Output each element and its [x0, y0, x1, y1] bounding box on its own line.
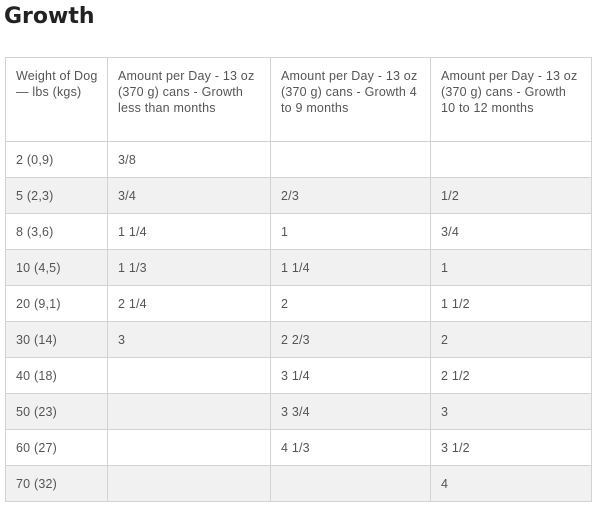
cell-growth-4-to-9	[270, 141, 431, 178]
table-row: 2 (0,9) 3/8	[5, 141, 592, 178]
cell-growth-less-than: 3/8	[107, 141, 271, 178]
cell-weight: 50 (23)	[5, 393, 108, 430]
header-growth-4-to-9: Amount per Day - 13 oz (370 g) cans - Gr…	[270, 57, 431, 142]
header-growth-less-than: Amount per Day - 13 oz (370 g) cans - Gr…	[107, 57, 271, 142]
header-row: Weight of Dog — lbs (kgs) Amount per Day…	[5, 57, 592, 142]
cell-growth-less-than: 3	[107, 321, 271, 358]
cell-growth-10-to-12: 3 1/2	[430, 429, 592, 466]
cell-growth-10-to-12: 2	[430, 321, 592, 358]
cell-weight: 30 (14)	[5, 321, 108, 358]
cell-growth-10-to-12: 1/2	[430, 177, 592, 214]
cell-growth-10-to-12: 1 1/2	[430, 285, 592, 322]
header-weight: Weight of Dog — lbs (kgs)	[5, 57, 108, 142]
table-row: 10 (4,5) 1 1/3 1 1/4 1	[5, 249, 592, 286]
cell-weight: 70 (32)	[5, 465, 108, 502]
table-row: 70 (32) 4	[5, 465, 592, 502]
cell-growth-10-to-12: 3	[430, 393, 592, 430]
cell-weight: 2 (0,9)	[5, 141, 108, 178]
cell-weight: 5 (2,3)	[5, 177, 108, 214]
cell-growth-4-to-9: 2 2/3	[270, 321, 431, 358]
cell-growth-less-than: 3/4	[107, 177, 271, 214]
table-body: 2 (0,9) 3/8 5 (2,3) 3/4 2/3 1/2 8 (3,6) …	[5, 141, 592, 502]
header-growth-10-to-12: Amount per Day - 13 oz (370 g) cans - Gr…	[430, 57, 592, 142]
cell-growth-4-to-9: 2	[270, 285, 431, 322]
page-title: Growth	[4, 4, 95, 29]
cell-growth-4-to-9: 3 1/4	[270, 357, 431, 394]
cell-growth-4-to-9: 1 1/4	[270, 249, 431, 286]
table-row: 40 (18) 3 1/4 2 1/2	[5, 357, 592, 394]
cell-growth-less-than	[107, 357, 271, 394]
cell-growth-less-than	[107, 429, 271, 466]
table-row: 30 (14) 3 2 2/3 2	[5, 321, 592, 358]
cell-growth-4-to-9	[270, 465, 431, 502]
cell-growth-4-to-9: 3 3/4	[270, 393, 431, 430]
cell-growth-less-than: 1 1/4	[107, 213, 271, 250]
table-row: 5 (2,3) 3/4 2/3 1/2	[5, 177, 592, 214]
cell-weight: 20 (9,1)	[5, 285, 108, 322]
cell-growth-10-to-12: 3/4	[430, 213, 592, 250]
cell-weight: 8 (3,6)	[5, 213, 108, 250]
cell-weight: 10 (4,5)	[5, 249, 108, 286]
cell-growth-4-to-9: 4 1/3	[270, 429, 431, 466]
cell-growth-less-than	[107, 393, 271, 430]
cell-weight: 40 (18)	[5, 357, 108, 394]
cell-growth-less-than: 1 1/3	[107, 249, 271, 286]
cell-growth-10-to-12: 2 1/2	[430, 357, 592, 394]
cell-growth-10-to-12: 4	[430, 465, 592, 502]
cell-growth-less-than: 2 1/4	[107, 285, 271, 322]
cell-growth-4-to-9: 2/3	[270, 177, 431, 214]
cell-growth-10-to-12: 1	[430, 249, 592, 286]
cell-weight: 60 (27)	[5, 429, 108, 466]
table-row: 8 (3,6) 1 1/4 1 3/4	[5, 213, 592, 250]
table-row: 20 (9,1) 2 1/4 2 1 1/2	[5, 285, 592, 322]
feeding-table: Weight of Dog — lbs (kgs) Amount per Day…	[5, 57, 592, 502]
table-row: 50 (23) 3 3/4 3	[5, 393, 592, 430]
cell-growth-less-than	[107, 465, 271, 502]
cell-growth-4-to-9: 1	[270, 213, 431, 250]
table-header: Weight of Dog — lbs (kgs) Amount per Day…	[5, 57, 592, 142]
cell-growth-10-to-12	[430, 141, 592, 178]
table-row: 60 (27) 4 1/3 3 1/2	[5, 429, 592, 466]
